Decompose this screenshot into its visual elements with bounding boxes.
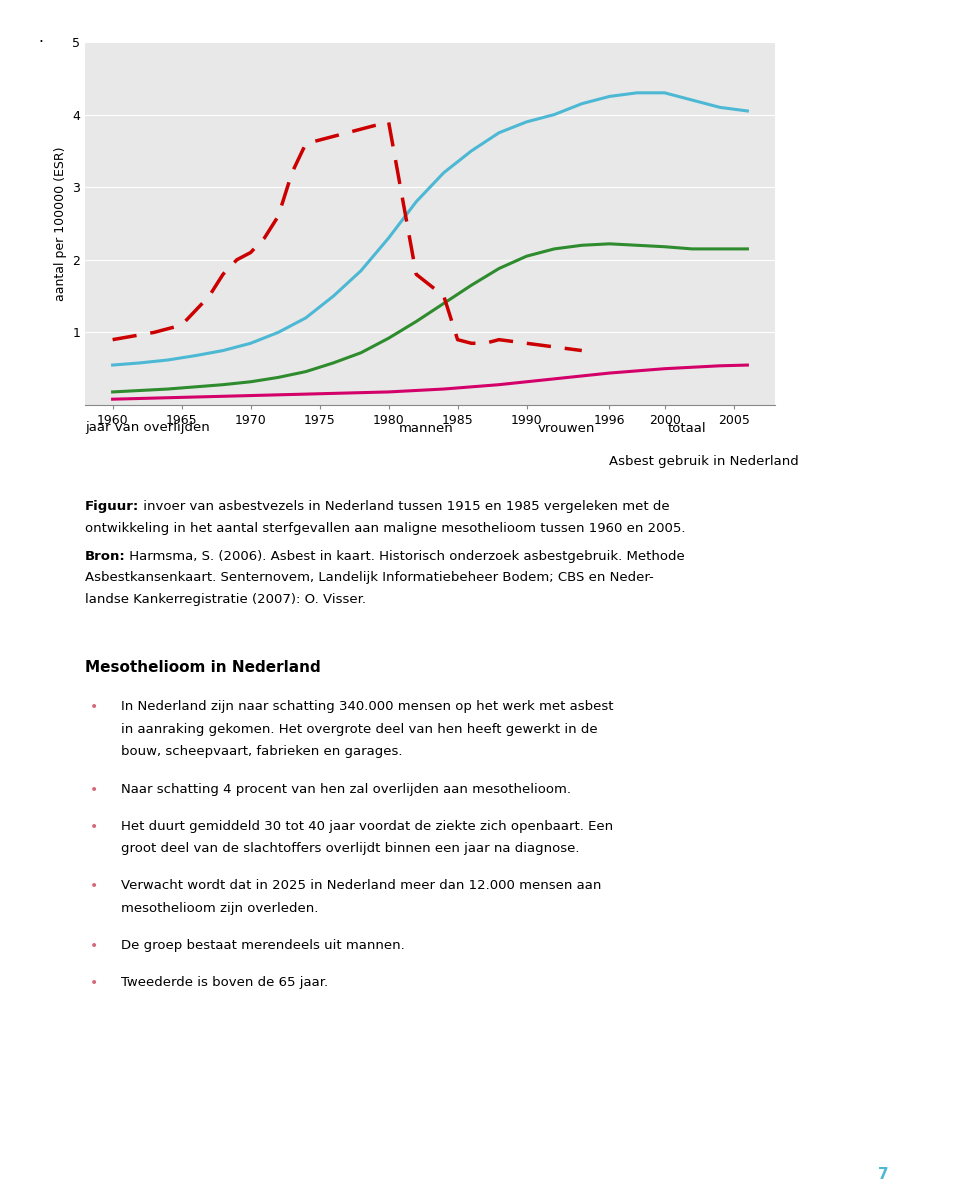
Text: mannen: mannen bbox=[398, 421, 453, 434]
Y-axis label: aantal per 100000 (ESR): aantal per 100000 (ESR) bbox=[54, 146, 66, 300]
Text: Naar schatting 4 procent van hen zal overlijden aan mesothelioom.: Naar schatting 4 procent van hen zal ove… bbox=[122, 782, 571, 795]
Text: Figuur:: Figuur: bbox=[85, 500, 139, 513]
Text: •: • bbox=[90, 976, 98, 990]
Text: Mesothelioom in Nederland: Mesothelioom in Nederland bbox=[85, 660, 321, 675]
Text: Het duurt gemiddeld 30 tot 40 jaar voordat de ziekte zich openbaart. Een: Het duurt gemiddeld 30 tot 40 jaar voord… bbox=[122, 819, 613, 832]
Text: Verwacht wordt dat in 2025 in Nederland meer dan 12.000 mensen aan: Verwacht wordt dat in 2025 in Nederland … bbox=[122, 879, 602, 892]
Text: •: • bbox=[90, 700, 98, 714]
Text: mesothelioom zijn overleden.: mesothelioom zijn overleden. bbox=[122, 902, 319, 915]
Text: vrouwen: vrouwen bbox=[538, 421, 595, 434]
Text: landse Kankerregistratie (2007): O. Visser.: landse Kankerregistratie (2007): O. Viss… bbox=[85, 592, 366, 605]
Text: •: • bbox=[90, 879, 98, 893]
Text: Bron:: Bron: bbox=[85, 549, 126, 562]
Text: Asbestkansenkaart. Senternovem, Landelijk Informatiebeheer Bodem; CBS en Neder-: Asbestkansenkaart. Senternovem, Landelij… bbox=[85, 570, 654, 584]
Text: bouw, scheepvaart, fabrieken en garages.: bouw, scheepvaart, fabrieken en garages. bbox=[122, 745, 403, 758]
Text: In Nederland zijn naar schatting 340.000 mensen op het werk met asbest: In Nederland zijn naar schatting 340.000… bbox=[122, 700, 614, 713]
Text: ontwikkeling in het aantal sterfgevallen aan maligne mesothelioom tussen 1960 en: ontwikkeling in het aantal sterfgevallen… bbox=[85, 521, 685, 535]
Text: •: • bbox=[90, 939, 98, 953]
Text: 7: 7 bbox=[878, 1166, 889, 1182]
Text: Harmsma, S. (2006). Asbest in kaart. Historisch onderzoek asbestgebruik. Methode: Harmsma, S. (2006). Asbest in kaart. His… bbox=[126, 549, 685, 562]
Text: groot deel van de slachtoffers overlijdt binnen een jaar na diagnose.: groot deel van de slachtoffers overlijdt… bbox=[122, 842, 580, 855]
Text: invoer van asbestvezels in Nederland tussen 1915 en 1985 vergeleken met de: invoer van asbestvezels in Nederland tus… bbox=[139, 500, 669, 513]
Text: in aanraking gekomen. Het overgrote deel van hen heeft gewerkt in de: in aanraking gekomen. Het overgrote deel… bbox=[122, 722, 598, 736]
Text: Tweederde is boven de 65 jaar.: Tweederde is boven de 65 jaar. bbox=[122, 976, 328, 989]
Text: •: • bbox=[90, 782, 98, 797]
Text: .: . bbox=[38, 30, 43, 45]
Text: Asbest gebruik in Nederland: Asbest gebruik in Nederland bbox=[609, 456, 799, 469]
Text: totaal: totaal bbox=[667, 421, 706, 434]
Text: De groep bestaat merendeels uit mannen.: De groep bestaat merendeels uit mannen. bbox=[122, 939, 405, 952]
Text: jaar van overlijden: jaar van overlijden bbox=[85, 421, 209, 434]
Text: •: • bbox=[90, 819, 98, 834]
